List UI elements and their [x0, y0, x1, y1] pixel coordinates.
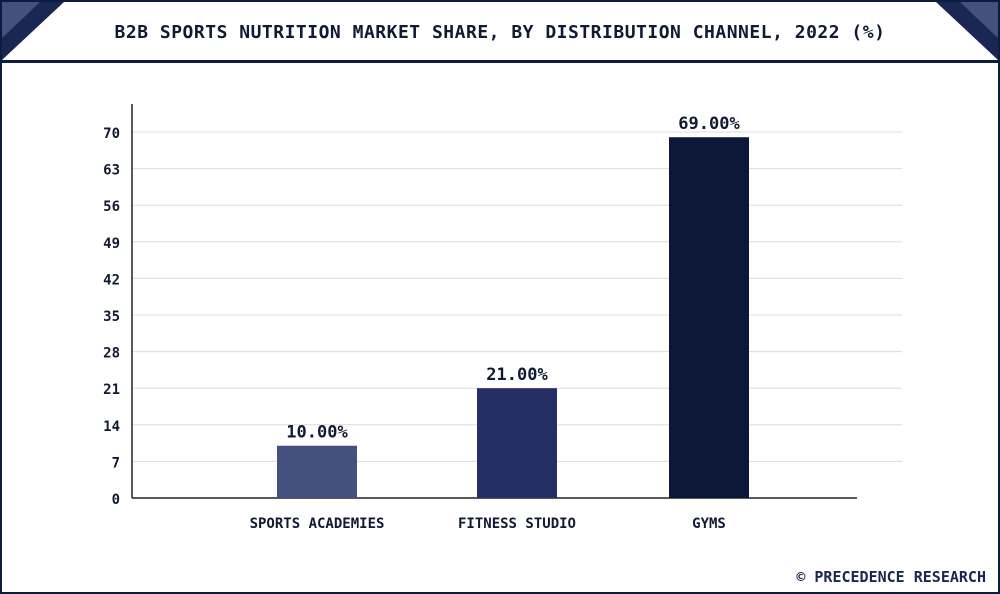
data-label: 21.00% — [486, 365, 548, 385]
y-tick-label: 28 — [103, 346, 120, 362]
y-tick-label: 42 — [103, 272, 120, 288]
corner-decoration-left-inner — [2, 2, 40, 38]
bar — [669, 137, 749, 498]
bar — [277, 445, 357, 498]
x-tick-label: FITNESS STUDIO — [458, 516, 576, 532]
x-tick-label: GYMS — [692, 516, 726, 532]
y-tick-label: 49 — [103, 236, 120, 252]
y-tick-label: 56 — [103, 199, 120, 215]
x-tick-label: SPORTS ACADEMIES — [250, 516, 385, 532]
chart-title: B2B SPORTS NUTRITION MARKET SHARE, BY DI… — [114, 22, 886, 43]
y-tick-label: 21 — [103, 382, 120, 398]
data-label: 10.00% — [286, 423, 348, 443]
brand-footer: © PRECEDENCE RESEARCH — [796, 568, 986, 586]
y-tick-label: 7 — [112, 455, 120, 471]
corner-decoration-right-inner — [960, 2, 998, 38]
y-tick-label: 63 — [103, 163, 120, 179]
y-tick-label: 70 — [103, 126, 120, 142]
y-tick-label: 0 — [112, 492, 120, 508]
y-tick-label: 35 — [103, 309, 120, 325]
bar — [477, 388, 557, 498]
header-divider — [2, 60, 998, 63]
data-label: 69.00% — [678, 114, 740, 134]
y-tick-label: 14 — [103, 419, 120, 435]
